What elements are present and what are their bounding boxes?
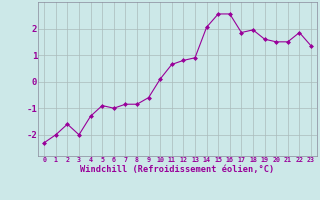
X-axis label: Windchill (Refroidissement éolien,°C): Windchill (Refroidissement éolien,°C) bbox=[80, 165, 275, 174]
